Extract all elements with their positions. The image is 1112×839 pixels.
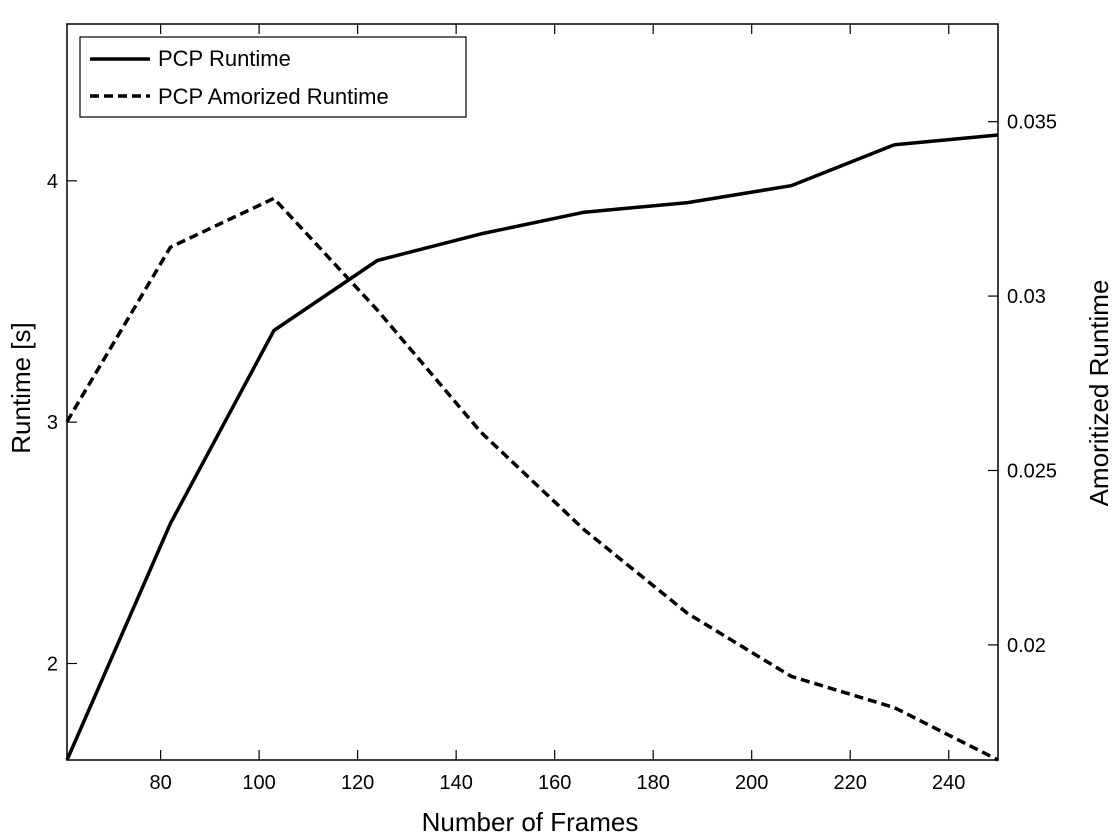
y2-tick-label: 0.02 [1007, 635, 1046, 657]
right-y-axis-ticks: 0.02 0.025 0.03 0.035 [988, 112, 1057, 657]
y-tick-label: 4 [47, 171, 58, 193]
right-y-axis-label: Amoritized Runtime [1084, 280, 1112, 507]
series-line-pcp-amorized-runtime [65, 196, 999, 762]
plot-area [66, 23, 999, 761]
legend: PCP Runtime PCP Amorized Runtime [79, 36, 467, 118]
left-y-axis-label: Runtime [s] [6, 322, 36, 454]
legend-label-pcp-runtime: PCP Runtime [158, 46, 291, 71]
series-layer [65, 133, 999, 762]
x-axis-ticks: 80 100 120 140 160 180 200 220 240 [149, 24, 965, 794]
x-tick-label: 100 [242, 772, 275, 794]
y2-tick-label: 0.035 [1007, 112, 1057, 134]
x-tick-label: 160 [538, 772, 571, 794]
y-tick-label: 2 [47, 653, 58, 675]
x-tick-label: 200 [735, 772, 768, 794]
x-tick-label: 120 [341, 772, 374, 794]
x-tick-label: 80 [149, 772, 171, 794]
legend-box [79, 36, 467, 118]
legend-label-pcp-amorized-runtime: PCP Amorized Runtime [158, 84, 389, 109]
series-line-pcp-runtime [65, 133, 999, 761]
y2-tick-label: 0.025 [1007, 460, 1057, 482]
x-tick-label: 180 [636, 772, 669, 794]
x-axis-label: Number of Frames [422, 807, 639, 837]
x-tick-label: 220 [834, 772, 867, 794]
x-tick-label: 240 [932, 772, 965, 794]
y2-tick-label: 0.03 [1007, 286, 1046, 308]
left-y-axis-ticks: 2 3 4 [47, 171, 77, 675]
y-tick-label: 3 [47, 412, 58, 434]
x-tick-label: 140 [439, 772, 472, 794]
